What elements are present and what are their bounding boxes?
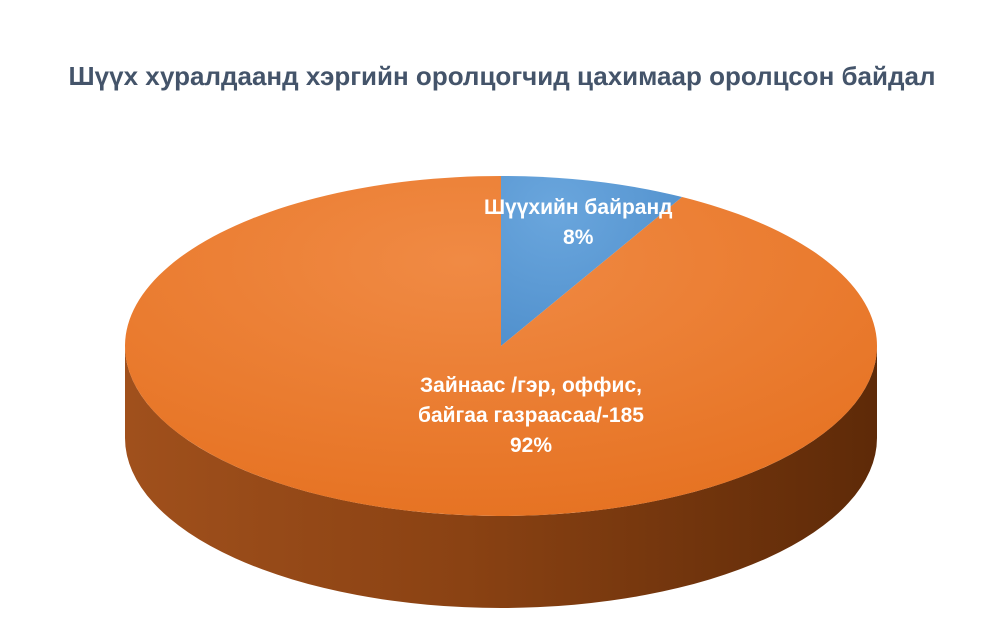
slice-label-remote: Зайнаас /гэр, оффис, байгаа газраасаа/-1…: [418, 371, 644, 461]
pie-slice-remote: [125, 176, 878, 516]
pie-side-wall: [125, 346, 877, 608]
slice-label-remote-percent: 92%: [509, 434, 552, 457]
slice-label-remote-line-2: байгаа газраасаа/-185: [418, 404, 644, 427]
pie-slice-courthouse: [501, 176, 683, 346]
slice-label-courthouse: Шүүхийн байранд 8%: [484, 193, 673, 253]
slice-label-courthouse-percent: 8%: [563, 225, 594, 249]
slice-label-remote-line-1: Зайнаас /гэр, оффис,: [419, 374, 642, 397]
slice-label-courthouse-name: Шүүхийн байранд: [483, 195, 673, 219]
chart-title: Шүүх хуралдаанд хэргийн оролцогчид цахим…: [68, 61, 936, 91]
